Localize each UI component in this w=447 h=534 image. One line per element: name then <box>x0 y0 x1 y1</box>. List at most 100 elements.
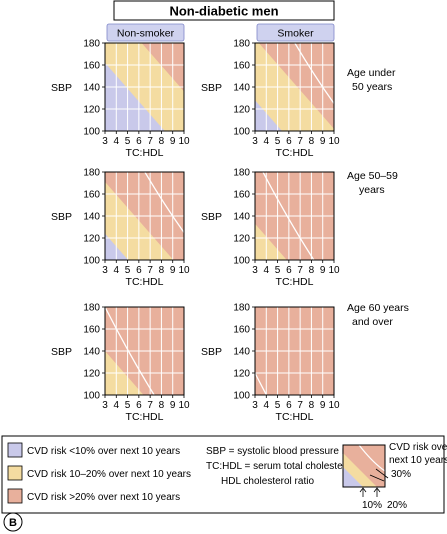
legend-definition-hdl: HDL cholesterol ratio <box>221 476 314 487</box>
y-tick-label: 180 <box>233 39 250 50</box>
risk-30-curve <box>144 172 184 233</box>
risk-panel: 3 4 5 6 7 8 9 10 100 120 140 160 180 TC:HDL SBP <box>51 303 190 424</box>
column-header-nonsmoker: Non-smoker <box>117 28 175 40</box>
x-tick-label: 8 <box>309 400 315 411</box>
y-tick-label: 140 <box>83 347 100 358</box>
y-tick-label: 180 <box>83 168 100 179</box>
y-tick-label: 180 <box>83 303 100 314</box>
x-tick-label: 5 <box>125 265 131 276</box>
x-tick-label: 6 <box>136 400 142 411</box>
column-header-smoker-box <box>256 23 335 42</box>
y-tick-label: 120 <box>233 369 250 380</box>
mini-key-pointer-30 <box>375 468 389 479</box>
mini-key-frame <box>342 444 386 488</box>
mini-key-marker-20: 20% <box>387 500 407 511</box>
age-label-60-over-line1: Age 60 years <box>347 302 409 314</box>
risk-panel: 3 4 5 6 7 8 9 10 100 120 140 160 180 TC:HDL SBP <box>201 39 340 160</box>
x-tick-label: 3 <box>252 400 258 411</box>
y-tick-label: 100 <box>233 256 250 267</box>
x-tick-label: 3 <box>102 265 108 276</box>
x-tick-label: 6 <box>286 400 292 411</box>
y-axis-label: SBP <box>201 211 222 223</box>
y-tick-label: 120 <box>83 369 100 380</box>
x-tick-label: 4 <box>114 136 120 147</box>
y-axis-label: SBP <box>201 346 222 358</box>
chart-title: Non-diabetic men <box>169 4 278 19</box>
legend-label-low: CVD risk <10% over next 10 years <box>27 446 180 457</box>
x-tick-label: 7 <box>297 400 303 411</box>
x-tick-label: 3 <box>252 136 258 147</box>
column-header-nonsmoker-box <box>106 23 185 42</box>
y-tick-label: 160 <box>233 325 250 336</box>
x-tick-label: 8 <box>309 136 315 147</box>
legend-mini-key <box>342 444 389 497</box>
panel-label: B <box>9 517 17 529</box>
y-tick-label: 180 <box>83 39 100 50</box>
x-tick-label: 10 <box>178 136 190 147</box>
y-tick-label: 140 <box>83 83 100 94</box>
x-tick-label: 7 <box>297 265 303 276</box>
x-axis-label: TC:HDL <box>126 411 164 423</box>
x-tick-label: 4 <box>264 265 270 276</box>
mini-key-text-line1: CVD risk over <box>389 442 447 453</box>
age-label-50-59-line2: years <box>359 184 385 196</box>
title-box <box>113 0 335 21</box>
x-tick-label: 10 <box>328 136 340 147</box>
mini-key-region-low <box>343 467 363 487</box>
y-tick-label: 180 <box>233 168 250 179</box>
x-tick-label: 9 <box>320 265 326 276</box>
age-label-under-50-line2: 50 years <box>352 81 392 93</box>
mini-key-arrowhead-20 <box>373 487 381 493</box>
y-tick-label: 100 <box>83 256 100 267</box>
x-tick-label: 5 <box>125 136 131 147</box>
x-tick-label: 7 <box>147 400 153 411</box>
x-tick-label: 10 <box>328 265 340 276</box>
x-axis-label: TC:HDL <box>126 147 164 159</box>
x-tick-label: 6 <box>286 136 292 147</box>
y-tick-label: 180 <box>233 303 250 314</box>
x-tick-label: 8 <box>159 136 165 147</box>
y-tick-label: 120 <box>233 234 250 245</box>
y-tick-label: 100 <box>83 127 100 138</box>
y-tick-label: 100 <box>233 391 250 402</box>
x-tick-label: 4 <box>114 400 120 411</box>
y-tick-label: 120 <box>233 105 250 116</box>
x-axis-label: TC:HDL <box>126 276 164 288</box>
x-tick-label: 10 <box>328 400 340 411</box>
x-tick-label: 10 <box>178 265 190 276</box>
x-tick-label: 8 <box>159 400 165 411</box>
y-tick-label: 160 <box>83 325 100 336</box>
risk-30-curve <box>255 372 268 395</box>
age-label-under-50-line1: Age under <box>347 67 396 79</box>
x-axis-label: TC:HDL <box>276 147 314 159</box>
y-tick-label: 140 <box>233 347 250 358</box>
age-label-50-59-line1: Age 50–59 <box>347 170 398 182</box>
y-tick-label: 100 <box>233 127 250 138</box>
legend-definition-tchdl: TC:HDL = serum total cholesterol to <box>206 461 365 472</box>
legend-swatch-high <box>7 488 23 504</box>
x-tick-label: 8 <box>309 265 315 276</box>
legend-swatch-low <box>7 442 23 458</box>
mini-key-arrowhead-10 <box>359 487 367 493</box>
y-tick-label: 160 <box>233 190 250 201</box>
legend-definition-sbp: SBP = systolic blood pressure mmHg <box>206 446 371 457</box>
mini-key-30-curve <box>358 444 386 472</box>
y-tick-label: 120 <box>83 105 100 116</box>
mini-key-text-line2: next 10 years <box>389 455 447 466</box>
x-tick-label: 7 <box>297 136 303 147</box>
y-tick-label: 160 <box>83 61 100 72</box>
column-header-smoker: Smoker <box>277 28 314 40</box>
x-tick-label: 5 <box>125 400 131 411</box>
panel-label-circle <box>3 512 23 532</box>
x-tick-label: 8 <box>159 265 165 276</box>
x-tick-label: 5 <box>275 400 281 411</box>
x-tick-label: 3 <box>102 400 108 411</box>
x-tick-label: 3 <box>102 136 108 147</box>
y-axis-label: SBP <box>51 211 72 223</box>
x-tick-label: 9 <box>170 400 176 411</box>
x-tick-label: 6 <box>136 136 142 147</box>
risk-panel: 3 4 5 6 7 8 9 10 100 120 140 160 180 TC:HDL SBP <box>51 39 190 160</box>
y-tick-label: 140 <box>233 212 250 223</box>
x-tick-label: 5 <box>275 136 281 147</box>
